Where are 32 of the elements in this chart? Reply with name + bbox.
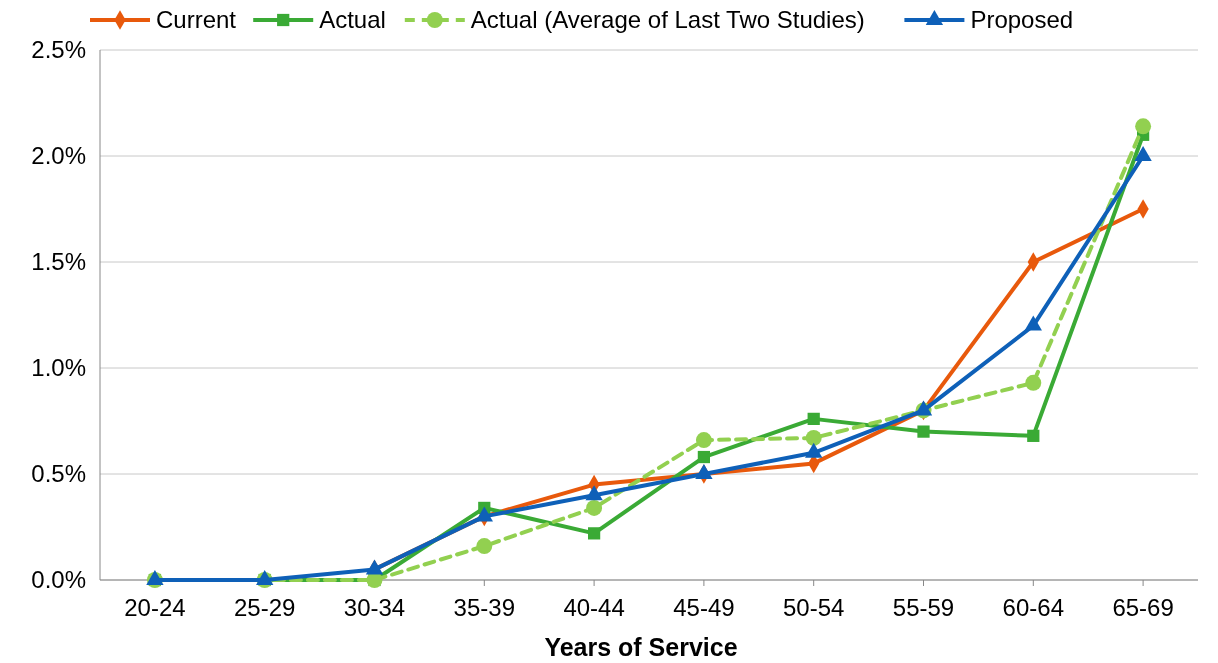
x-tick-label: 65-69: [1112, 594, 1174, 621]
y-tick-label: 0.5%: [31, 460, 86, 487]
y-tick-label: 1.0%: [31, 354, 86, 381]
legend-label: Actual (Average of Last Two Studies): [470, 6, 865, 33]
point: [807, 412, 820, 425]
y-tick-label: 0.0%: [31, 566, 86, 593]
x-tick-label: 35-39: [453, 594, 515, 621]
point: [1025, 374, 1042, 391]
point: [917, 425, 930, 438]
x-tick-label: 30-34: [343, 594, 406, 621]
legend-label: Proposed: [970, 6, 1074, 33]
x-tick-label: 60-64: [1002, 594, 1064, 621]
point: [476, 538, 493, 555]
x-tick-label: 40-44: [563, 594, 625, 621]
point: [695, 432, 712, 449]
point: [1135, 118, 1152, 135]
point: [697, 450, 711, 464]
point: [805, 430, 822, 446]
y-tick-label: 2.0%: [31, 142, 86, 169]
x-tick-label: 20-24: [124, 594, 186, 621]
point: [1027, 429, 1040, 442]
point: [587, 527, 601, 540]
legend-label: Actual: [319, 6, 386, 33]
legend-label: Current: [156, 6, 237, 33]
x-tick-label: 50-54: [783, 594, 845, 621]
y-tick-label: 2.5%: [31, 36, 86, 63]
x-tick-label: 25-29: [234, 594, 296, 621]
x-axis-title: Years of Service: [544, 633, 738, 661]
x-tick-label: 45-49: [673, 594, 735, 621]
point: [586, 499, 603, 516]
y-tick-label: 1.5%: [31, 248, 86, 275]
x-tick-label: 55-59: [892, 594, 955, 621]
